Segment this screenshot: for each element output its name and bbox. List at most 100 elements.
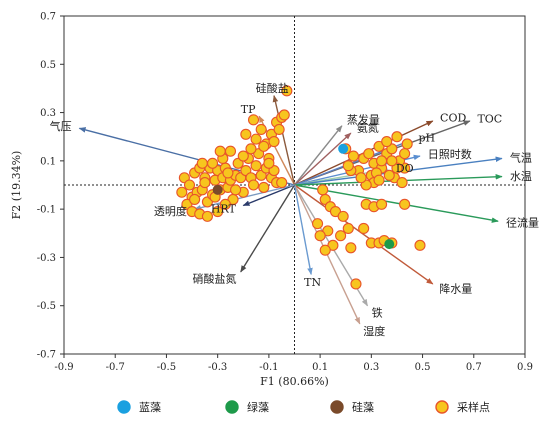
y-tick-label: -0.5 bbox=[37, 301, 56, 312]
legend-label: 硅藻 bbox=[352, 401, 374, 414]
vector-label: 铁 bbox=[372, 307, 383, 320]
sample-point bbox=[263, 157, 275, 169]
x-tick-label: -0.3 bbox=[208, 362, 227, 373]
sample-point bbox=[258, 181, 270, 193]
sample-point bbox=[268, 135, 280, 148]
sample-point bbox=[383, 169, 395, 181]
sample-point bbox=[278, 109, 290, 121]
sample-point bbox=[276, 177, 288, 189]
vector-arrow bbox=[294, 132, 352, 186]
sample-point bbox=[196, 157, 208, 169]
sample-point bbox=[386, 155, 398, 167]
legend-swatch bbox=[330, 400, 344, 414]
x-tick-label: 0.1 bbox=[312, 362, 328, 373]
y-axis-label: F2 (19.34%) bbox=[10, 151, 23, 220]
sample-point bbox=[345, 242, 357, 254]
sample-point bbox=[311, 218, 324, 230]
sample-point bbox=[230, 184, 242, 196]
sample-point bbox=[258, 140, 270, 152]
sample-point bbox=[376, 155, 388, 167]
axes-layer: -0.9 -0.7 -0.5 -0.3 -0.1 0.1 0.3 0.5 0.7 0.90.70.… bbox=[10, 12, 533, 389]
vector-label: 蒸发量 bbox=[347, 113, 380, 127]
sample-point bbox=[373, 174, 385, 186]
legend-label: 绿藻 bbox=[247, 400, 269, 414]
vector-arrow bbox=[272, 94, 296, 186]
vector-label: 气温 bbox=[510, 150, 532, 164]
vector-arrow bbox=[293, 184, 313, 276]
sample-point bbox=[381, 135, 393, 148]
vector-arrow bbox=[293, 125, 343, 186]
sample-point bbox=[237, 150, 249, 162]
sample-point bbox=[337, 210, 349, 222]
sample-point bbox=[245, 143, 257, 155]
vector-label: 硝酸盐氮 bbox=[193, 272, 237, 286]
x-tick-label: -0.7 bbox=[106, 362, 125, 373]
x-tick-label: -0.5 bbox=[157, 362, 176, 373]
sample-point bbox=[391, 131, 403, 143]
y-tick-label: 0.1 bbox=[40, 156, 56, 167]
sample-point bbox=[350, 278, 362, 290]
x-tick-label: -0.1 bbox=[259, 362, 278, 373]
sample-point bbox=[342, 222, 354, 235]
vector-label: pH bbox=[419, 131, 436, 144]
vector-label: TP bbox=[241, 103, 256, 116]
legend-label: 蓝藻 bbox=[139, 401, 161, 414]
sample-point bbox=[399, 198, 411, 210]
sample-point bbox=[281, 85, 293, 97]
x-tick-label: -0.9 bbox=[54, 362, 73, 373]
y-tick-label: 0.3 bbox=[40, 108, 56, 119]
sample-point bbox=[224, 145, 237, 157]
sample-point bbox=[396, 177, 408, 189]
sample-point bbox=[250, 133, 262, 145]
sample-point bbox=[355, 172, 367, 184]
sample-point bbox=[342, 160, 354, 172]
legend-label: 采样点 bbox=[457, 400, 490, 414]
vector-label: 降水量 bbox=[439, 282, 472, 296]
x-tick-label: 0.9 bbox=[517, 362, 533, 373]
y-tick-label: 0.5 bbox=[40, 60, 56, 71]
sample-point bbox=[183, 179, 196, 191]
sample-point bbox=[189, 193, 201, 206]
y-tick-label: -0.7 bbox=[37, 350, 56, 361]
sample-point bbox=[247, 179, 260, 191]
vector-label: 气压 bbox=[50, 119, 72, 133]
vector-arrow bbox=[240, 184, 296, 273]
y-tick-label: 0.7 bbox=[40, 12, 56, 23]
vector-label: 透明度 bbox=[154, 204, 187, 218]
sample-point bbox=[247, 114, 260, 126]
vector-arrow bbox=[294, 184, 434, 285]
sample-point bbox=[363, 148, 375, 160]
legend-swatch bbox=[435, 400, 449, 414]
sample-point bbox=[335, 230, 347, 242]
vector-label: TN bbox=[304, 276, 321, 289]
sample-point bbox=[358, 222, 370, 235]
sample-point bbox=[250, 160, 262, 172]
x-tick-label: 0.3 bbox=[363, 362, 379, 373]
sample-point bbox=[414, 239, 426, 251]
legend-swatch bbox=[117, 400, 131, 414]
sample-point bbox=[401, 138, 413, 150]
vector-label: 径流量 bbox=[506, 216, 539, 230]
sample-point bbox=[199, 177, 211, 189]
vector-label: TOC bbox=[477, 112, 502, 125]
sample-point bbox=[376, 198, 388, 210]
sample-point bbox=[399, 148, 411, 160]
sample-point bbox=[201, 210, 213, 222]
y-tick-label: -0.3 bbox=[37, 253, 56, 264]
x-tick-label: 0.5 bbox=[415, 362, 431, 373]
x-axis-label: F1 (80.66%) bbox=[260, 375, 329, 388]
x-tick-label: 0.7 bbox=[466, 362, 482, 373]
sample-point bbox=[317, 184, 329, 196]
vector-label: 湿度 bbox=[363, 324, 385, 338]
sample-point bbox=[214, 145, 226, 157]
sample-point bbox=[314, 230, 326, 242]
vector-label: DO bbox=[396, 162, 414, 175]
vector-label: 水温 bbox=[510, 170, 532, 183]
sample-points bbox=[176, 85, 426, 290]
vector-label: 氨氮 bbox=[357, 121, 379, 135]
algae-point bbox=[338, 143, 349, 154]
sample-point bbox=[240, 128, 252, 140]
legend-swatch bbox=[225, 400, 239, 414]
